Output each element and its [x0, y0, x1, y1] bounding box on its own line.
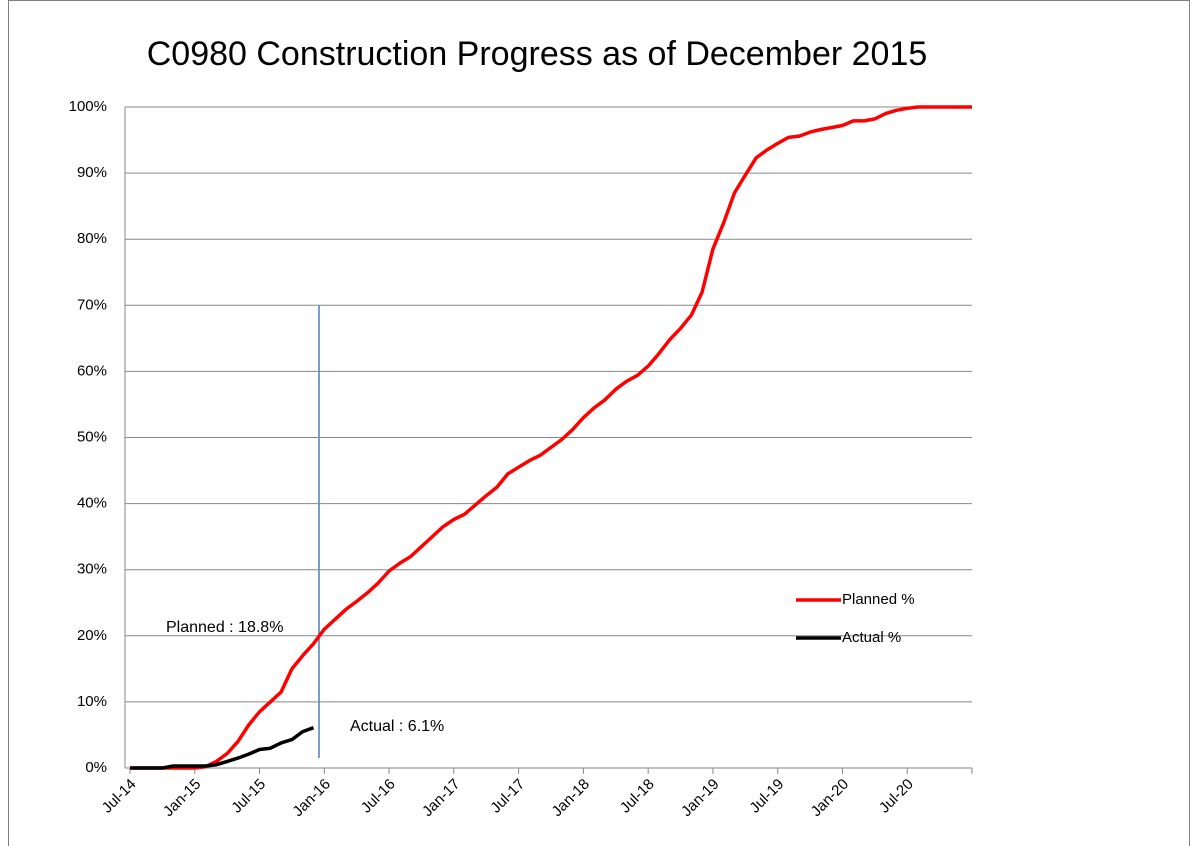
series-line [130, 105, 972, 770]
x-tick-label: Jul-17 [487, 776, 528, 817]
annotation: Actual : 6.1% [350, 718, 444, 735]
y-tick-label: 70% [77, 296, 107, 313]
x-tick-label: Jul-15 [228, 776, 269, 817]
y-tick-label: 10% [77, 693, 107, 710]
y-tick-label: 90% [77, 164, 107, 181]
x-tick-label: Jan-20 [808, 776, 852, 820]
chart-border [8, 0, 1190, 846]
y-tick-label: 20% [77, 627, 107, 644]
annotation: Planned : 18.8% [166, 619, 283, 636]
y-tick-label: 50% [77, 428, 107, 445]
x-tick-label: Jul-14 [99, 776, 140, 817]
chart-title: C0980 Construction Progress as of Decemb… [147, 35, 928, 73]
y-tick-label: 40% [77, 495, 107, 512]
series-line [130, 726, 315, 770]
x-tick-label: Jul-20 [876, 776, 917, 817]
y-tick-label: 30% [77, 561, 107, 578]
x-tick-label: Jul-18 [617, 776, 658, 817]
legend-label: Actual % [842, 629, 901, 646]
y-tick-label: 100% [69, 98, 107, 115]
x-tick-label: Jul-16 [358, 776, 399, 817]
x-tick-label: Jul-19 [746, 776, 787, 817]
legend-label: Planned % [842, 591, 915, 608]
y-tick-label: 60% [77, 362, 107, 379]
y-tick-label: 80% [77, 230, 107, 247]
x-tick-label: Jan-15 [160, 776, 204, 820]
x-tick-label: Jan-19 [678, 776, 722, 820]
y-tick-label: 0% [85, 759, 107, 776]
x-tick-label: Jan-17 [419, 776, 463, 820]
x-tick-label: Jan-16 [289, 776, 333, 820]
x-tick-label: Jan-18 [549, 776, 593, 820]
